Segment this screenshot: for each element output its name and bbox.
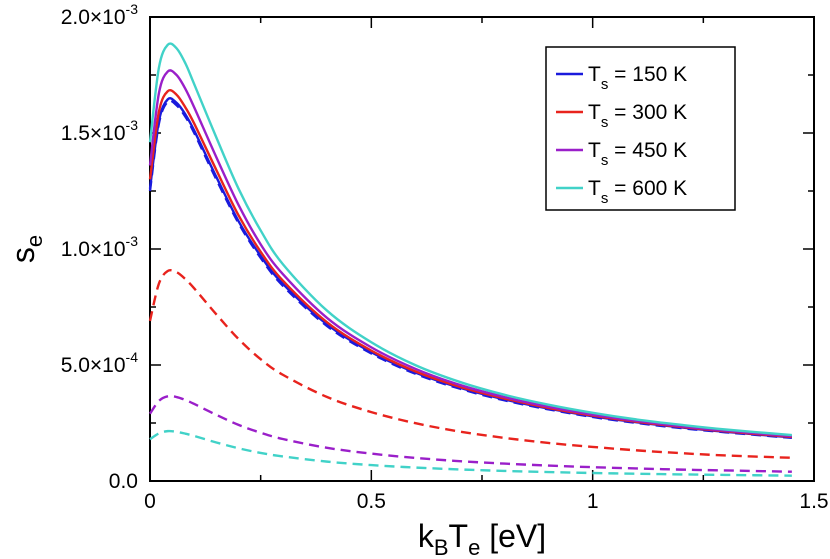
y-tick-label: 1.5×10-3 (61, 117, 138, 145)
series-line-3 (148, 42, 792, 437)
legend: Ts = 150 K Ts = 300 K Ts = 450 K Ts = 600 K (545, 46, 736, 211)
x-axis-label: kBTe [eV] (418, 518, 546, 559)
y-axis-label: se (5, 235, 47, 263)
axis-ticks: 0 0.5 1 1.5 0.0 5.0×10-4 1.0×10-3 1.5×10-3 2.0×1… (61, 1, 829, 513)
x-tick-label: 0 (144, 490, 156, 513)
y-tick-label: 1.0×10-3 (61, 233, 138, 261)
x-tick-label: 1 (587, 490, 599, 513)
y-tick-label: 5.0×10-4 (61, 349, 138, 377)
y-tick-label: 0.0 (109, 470, 138, 493)
svg-text:se: se (5, 235, 47, 263)
x-tick-label: 0.5 (357, 490, 386, 513)
legend-label: Ts = 600 K (588, 177, 687, 207)
x-tick-label: 1.5 (799, 490, 828, 513)
dashed-series-line-5 (148, 269, 792, 459)
legend-label: Ts = 150 K (588, 63, 687, 93)
legend-label: Ts = 300 K (588, 101, 687, 131)
series-layer (148, 42, 792, 477)
dashed-series-line-7 (149, 429, 792, 477)
svg-text:kBTe [eV]: kBTe [eV] (418, 518, 546, 559)
y-tick-label: 2.0×10-3 (61, 1, 138, 29)
dashed-series-line-6 (149, 394, 792, 473)
legend-label: Ts = 450 K (588, 139, 687, 169)
series-line-2 (148, 69, 792, 438)
